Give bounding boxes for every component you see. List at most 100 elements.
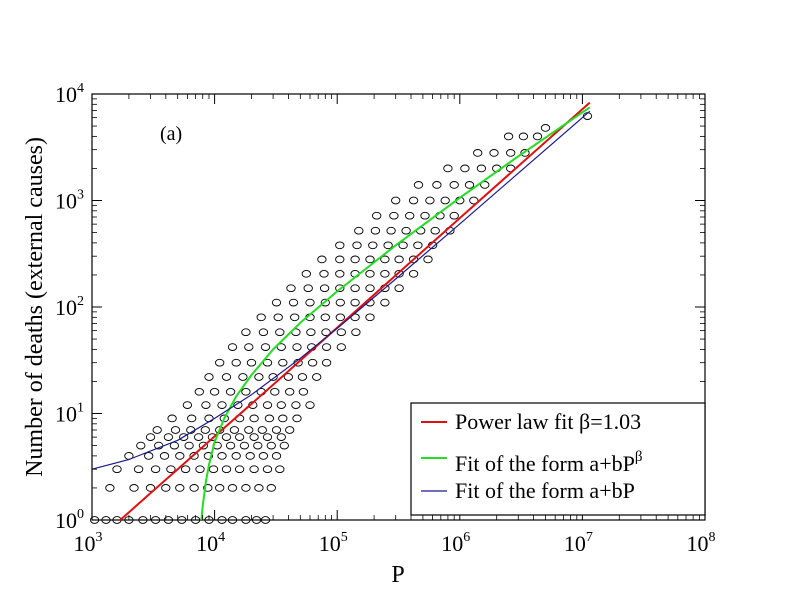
scatter-point — [203, 484, 213, 492]
scatter-point — [219, 414, 229, 423]
scatter-point — [221, 373, 232, 381]
scatter-point — [271, 426, 282, 434]
scatter-point — [503, 132, 514, 141]
scatter-point — [105, 484, 115, 492]
scatter-point — [249, 433, 259, 441]
scatter-point — [394, 269, 404, 278]
scatter-point — [193, 433, 204, 441]
scatter-point — [335, 284, 345, 293]
scatter-point — [184, 441, 194, 450]
scatter-point — [273, 313, 283, 322]
scatter-point — [161, 484, 171, 492]
scatter-point — [292, 414, 302, 423]
scatter-point — [401, 226, 411, 235]
scatter-point — [351, 328, 361, 337]
scatter-point — [258, 452, 269, 460]
scatter-point — [335, 241, 345, 250]
scatter-point — [170, 426, 181, 434]
scatter-point — [449, 181, 459, 189]
x-tick-exp: 7 — [586, 530, 593, 545]
scatter-point — [189, 452, 199, 460]
scatter-point — [365, 269, 375, 278]
scatter-point — [262, 401, 273, 409]
scatter-point — [150, 516, 161, 524]
scatter-point — [350, 298, 360, 307]
x-tick-base: 10 — [319, 531, 341, 556]
y-axis-title: Number of deaths (external causes) — [22, 137, 48, 477]
scatter-point — [430, 226, 440, 235]
scatter-point — [365, 313, 375, 322]
scatter-point — [386, 226, 396, 235]
legend-text-abp-beta-exp: β — [635, 449, 643, 465]
scatter-point — [215, 358, 225, 367]
scatter-point — [234, 433, 245, 441]
x-tick-base: 10 — [441, 531, 463, 556]
scatter-point — [221, 465, 232, 474]
y-tick-exp: 1 — [77, 401, 84, 416]
scatter-point — [540, 124, 551, 132]
panel-label: (a) — [160, 123, 182, 145]
scatter-point — [256, 313, 266, 322]
y-tick-exp: 0 — [77, 507, 84, 522]
scatter-point — [383, 241, 393, 250]
scatter-point — [227, 343, 238, 351]
scatter-point — [301, 269, 311, 278]
legend-text-abp: Fit of the form a+bP — [455, 478, 635, 503]
scatter-point — [262, 433, 273, 441]
x-tick-exp: 6 — [463, 530, 470, 545]
scatter-point — [182, 401, 193, 409]
scatter-point — [239, 441, 250, 450]
scatter-point — [476, 164, 487, 173]
x-tick-label: 107 — [564, 530, 593, 556]
scatter-point — [129, 484, 139, 492]
scatter-point — [241, 484, 251, 492]
scatter-point — [380, 255, 390, 264]
scatter-point — [112, 465, 122, 474]
scatter-point — [145, 484, 156, 492]
scatter-point — [225, 387, 236, 396]
scatter-point — [380, 269, 390, 278]
scatter-point — [194, 387, 204, 396]
scatter-point — [336, 328, 346, 337]
scatter-point — [489, 149, 499, 157]
y-tick-label: 100 — [55, 507, 84, 533]
scatter-point — [506, 149, 516, 157]
scatter-point — [145, 433, 156, 441]
scatter-point — [350, 255, 360, 264]
scatter-point — [204, 373, 214, 381]
scatter-point — [258, 328, 269, 337]
y-tick-label: 104 — [55, 81, 84, 107]
x-tick-exp: 3 — [96, 530, 103, 545]
scatter-point — [291, 401, 301, 409]
scatter-point — [260, 343, 271, 351]
scatter-point — [266, 441, 276, 450]
x-tick-base: 10 — [564, 531, 586, 556]
scatter-point — [189, 484, 199, 492]
scatter-point — [198, 441, 209, 450]
scatter-layer — [89, 112, 593, 524]
scatter-point — [319, 284, 330, 293]
scatter-point — [227, 484, 238, 492]
scatter-point — [368, 241, 378, 250]
scatter-point — [286, 284, 296, 293]
scatter-point — [423, 255, 433, 264]
legend-text-abp-beta-main: Fit of the form a+bP — [455, 451, 635, 476]
scatter-point — [133, 465, 144, 474]
legend-text-abp-beta: Fit of the form a+bPβ — [455, 449, 642, 476]
scatter-point — [321, 358, 332, 367]
y-tick-base: 10 — [55, 508, 77, 533]
y-tick-exp: 2 — [77, 294, 84, 309]
scatter-point — [217, 401, 227, 409]
scatter-point — [200, 426, 210, 434]
scatter-point — [391, 196, 401, 205]
scatter-point — [246, 358, 257, 367]
scatter-point — [306, 328, 316, 337]
y-tick-base: 10 — [55, 189, 77, 214]
x-tick-base: 10 — [687, 531, 709, 556]
scatter-point — [245, 452, 255, 460]
scatter-point — [249, 465, 259, 474]
scatter-point — [175, 452, 185, 460]
scatter-point — [288, 298, 299, 307]
series-line-power-law-fit — [119, 101, 591, 521]
scatter-point — [372, 211, 382, 220]
